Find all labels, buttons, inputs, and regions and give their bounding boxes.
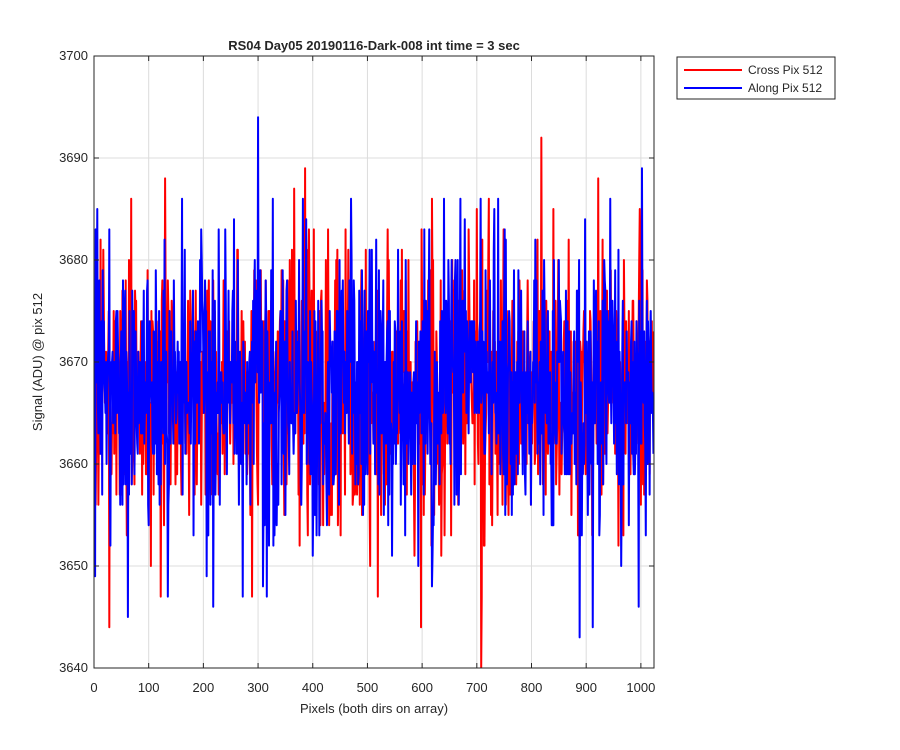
x-tick-label: 1000 <box>626 680 655 695</box>
x-axis-label: Pixels (both dirs on array) <box>300 701 448 716</box>
y-tick-label: 3640 <box>59 660 88 675</box>
ticks <box>93 55 654 669</box>
y-tick-label: 3700 <box>59 48 88 63</box>
x-tick-label: 700 <box>466 680 488 695</box>
series-layer <box>94 116 654 668</box>
legend-label-along: Along Pix 512 <box>748 81 822 95</box>
x-tick-label: 400 <box>302 680 324 695</box>
x-tick-label: 100 <box>138 680 160 695</box>
y-tick-label: 3680 <box>59 252 88 267</box>
y-axis-label: Signal (ADU) @ pix 512 <box>30 293 45 431</box>
y-tick-label: 3690 <box>59 150 88 165</box>
series-line-along-pix-512 <box>94 116 654 639</box>
legend-label-cross: Cross Pix 512 <box>748 63 823 77</box>
x-tick-label: 900 <box>575 680 597 695</box>
legend-box <box>676 56 836 100</box>
tick-labels: 0 100 200 300 400 500 600 700 800 900 1000 3640 3650… <box>59 48 655 695</box>
x-tick-label: 200 <box>193 680 215 695</box>
y-tick-label: 3660 <box>59 456 88 471</box>
x-tick-label: 0 <box>90 680 97 695</box>
x-tick-label: 300 <box>247 680 269 695</box>
chart-title: RS04 Day05 20190116-Dark-008 int time = … <box>228 38 520 53</box>
legend: Cross Pix 512 Along Pix 512 <box>676 56 836 100</box>
x-tick-label: 600 <box>411 680 433 695</box>
x-tick-label: 800 <box>521 680 543 695</box>
y-tick-label: 3670 <box>59 354 88 369</box>
y-tick-label: 3650 <box>59 558 88 573</box>
x-tick-label: 500 <box>357 680 379 695</box>
